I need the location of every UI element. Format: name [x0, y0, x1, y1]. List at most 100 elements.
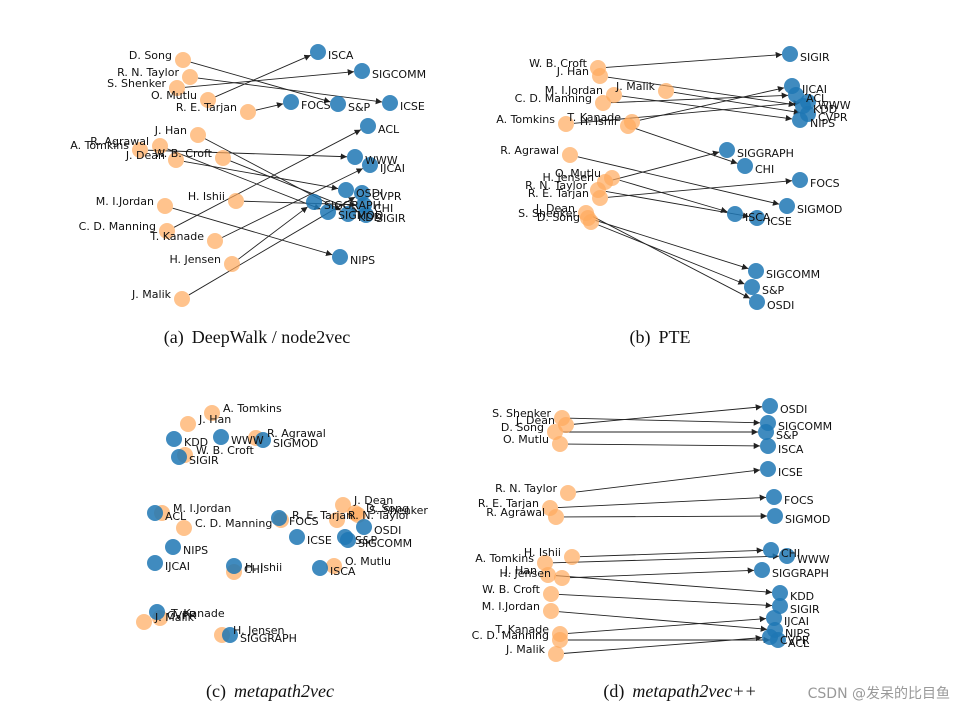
venue-label: S&P: [348, 101, 371, 114]
author-label: R. E. Tarjan: [176, 101, 237, 114]
venue-node: [271, 510, 287, 526]
author-label: D. Song: [366, 502, 409, 515]
venue-label: IJCAI: [380, 162, 405, 175]
edge: [569, 567, 755, 579]
venue-node: [289, 529, 305, 545]
venue-label: FOCS: [301, 99, 331, 112]
edge: [579, 547, 764, 558]
venue-label: IJCAI: [784, 615, 809, 628]
author-node: [180, 416, 196, 432]
author-label: C. D. Manning: [195, 517, 272, 530]
venue-label: IJCAI: [802, 83, 827, 96]
venue-node: [727, 206, 743, 222]
venue-node: [772, 598, 788, 614]
venue-node: [356, 519, 372, 535]
venue-node: [330, 96, 346, 112]
venue-node: [754, 562, 770, 578]
author-label: A. Tomkins: [475, 552, 534, 565]
edge: [558, 593, 773, 609]
author-label: M. I.Jordan: [96, 195, 154, 208]
venue-label: SIGIR: [189, 454, 219, 467]
author-label: O. Mutlu: [503, 433, 549, 446]
author-node: [543, 603, 559, 619]
edge: [172, 207, 333, 257]
venue-label: ACL: [806, 92, 828, 105]
venue-node: [147, 555, 163, 571]
author-label: D. Song: [537, 211, 580, 224]
venue-label: CVPR: [372, 190, 402, 203]
author-label: M. I.Jordan: [482, 600, 540, 613]
author-label: J. Dean: [125, 149, 165, 162]
edge: [563, 634, 763, 654]
edge: [243, 200, 357, 208]
venue-label: CVPR: [167, 609, 197, 622]
caption-tag: (a): [164, 327, 184, 348]
venue-label: CVPR: [780, 634, 810, 647]
author-label: H. Jensen: [542, 171, 594, 184]
venue-label: S&P: [776, 429, 799, 442]
venue-label: SIGCOMM: [358, 537, 412, 550]
author-node: [157, 198, 173, 214]
venue-label: ACL: [165, 510, 187, 523]
venue-node: [166, 431, 182, 447]
author-node: [224, 256, 240, 272]
venue-node: [360, 118, 376, 134]
venue-label: ICSE: [400, 100, 425, 113]
author-node: [558, 417, 574, 433]
venue-label: OSDI: [780, 403, 807, 416]
venue-label: KDD: [358, 211, 382, 224]
venue-label: FOCS: [784, 494, 814, 507]
author-label: S. Shenker: [492, 407, 551, 420]
venue-node: [149, 604, 165, 620]
caption-tag: (c): [206, 681, 226, 702]
venue-node: [347, 149, 363, 165]
venue-node: [788, 87, 804, 103]
venue-node: [340, 532, 356, 548]
venue-label: ICSE: [767, 215, 792, 228]
venue-label: ICSE: [307, 534, 332, 547]
venue-label: SIGCOMM: [778, 420, 832, 433]
author-label: S. Shenker: [369, 504, 428, 517]
author-label: S. Shenker: [107, 77, 166, 90]
author-label: J. Han: [154, 124, 187, 137]
author-node: [190, 127, 206, 143]
author-label: A. Tomkins: [70, 139, 129, 152]
author-node: [564, 549, 580, 565]
edge: [573, 404, 763, 425]
caption-tag: (b): [629, 327, 650, 348]
venue-label: IJCAI: [165, 560, 190, 573]
author-label: W. B. Croft: [482, 583, 541, 596]
author-node: [182, 69, 198, 85]
venue-node: [792, 172, 808, 188]
author-label: A. Tomkins: [223, 402, 282, 415]
venue-node: [760, 415, 776, 431]
venue-node: [749, 210, 765, 226]
caption-method: metapath2vec: [234, 681, 334, 701]
edge: [612, 150, 720, 181]
venue-node: [362, 157, 378, 173]
author-label: J. Malik: [615, 80, 656, 93]
author-label: R. N. Taylor: [495, 482, 557, 495]
author-label: W. B. Croft: [529, 57, 588, 70]
author-node: [326, 558, 342, 574]
author-label: R. N. Taylor: [117, 66, 179, 79]
venue-label: ISCA: [330, 565, 356, 578]
author-label: J. Dean: [535, 202, 575, 215]
author-label: R. E. Tarjan: [478, 497, 539, 510]
venue-label: S&P: [762, 284, 785, 297]
venue-node: [306, 194, 322, 210]
venue-node: [358, 207, 374, 223]
watermark: CSDN @发呆的比目鱼: [808, 685, 950, 702]
author-node: [159, 223, 175, 239]
author-label: C. D. Manning: [79, 220, 156, 233]
venue-node: [744, 279, 760, 295]
author-label: R. Agrawal: [90, 135, 149, 148]
venue-node: [213, 429, 229, 445]
author-node: [658, 83, 674, 99]
author-node: [562, 147, 578, 163]
venue-label: WWW: [797, 553, 830, 566]
venue-node: [283, 94, 299, 110]
venue-node: [737, 158, 753, 174]
venue-label: SIGGRAPH: [324, 199, 381, 212]
author-label: R. Agrawal: [500, 144, 559, 157]
